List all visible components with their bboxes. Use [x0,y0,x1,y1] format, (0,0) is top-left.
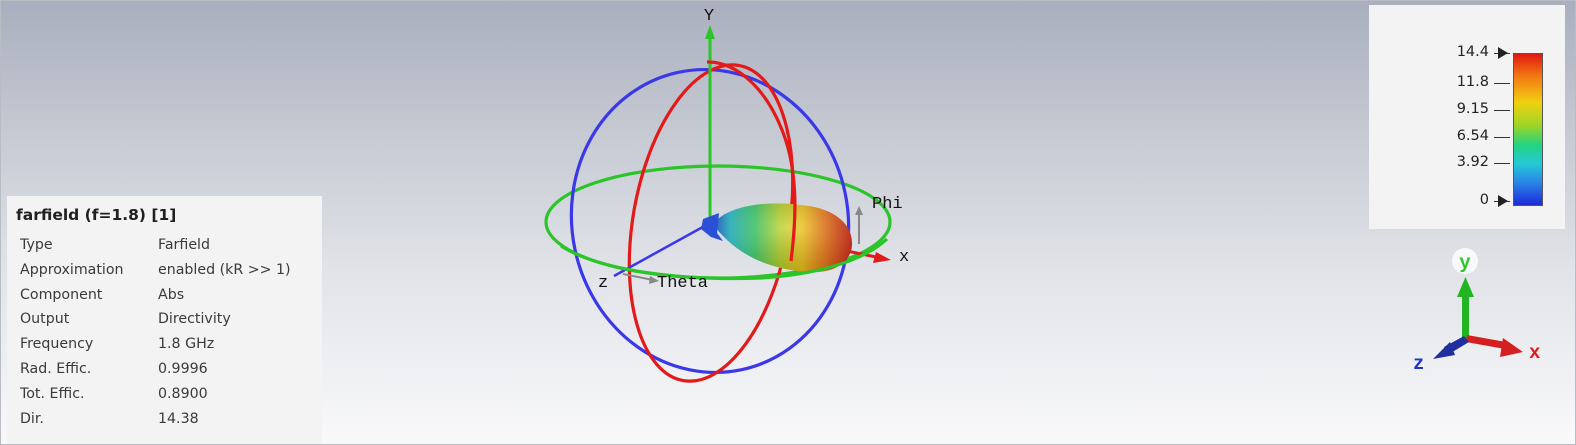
color-scale-bar[interactable] [1513,53,1543,206]
legend-tick-mark [1494,137,1510,138]
info-value: 0.9996 [158,360,208,377]
legend-tick-label: 14.4 [1456,44,1489,60]
legend-tick-mark [1494,163,1510,164]
info-row-dir: Dir. 14.38 [20,407,291,432]
info-key: Type [20,237,53,253]
info-key: Dir. [20,410,44,427]
theta-marker-line [622,273,654,281]
theta-ring-front [706,60,797,262]
triad-y-arrow [1457,277,1474,297]
legend-tick-label: 0 [1479,192,1489,208]
z-axis-line [613,221,711,278]
info-value: Abs [158,286,185,303]
legend-tick-label: 9.15 [1456,101,1489,117]
phi-ring-front [560,237,889,281]
legend-tick-label: 11.8 [1456,74,1489,90]
info-key: Approximation [20,261,124,278]
info-row-approximation: Approximation enabled (kR >> 1) [20,258,291,283]
triad-y-badge [1452,248,1478,274]
triad-z-arrow [1433,342,1455,359]
triad-x-label: x [1529,342,1540,364]
y-axis-arrow [705,25,715,39]
info-row-type: Type Farfield [20,233,291,258]
phi-marker-arrow [855,206,863,215]
x-axis-label: x [899,248,909,267]
legend-tick-mark [1494,83,1510,84]
info-value: 14.38 [158,410,199,427]
theta-label: Theta [657,274,708,293]
info-row-rad-effic: Rad. Effic. 0.9996 [20,357,291,382]
legend-max-marker-icon[interactable] [1498,47,1508,59]
triad-z-label: z [1413,353,1424,375]
info-row-component: Component Abs [20,283,291,308]
y-axis-label: Y [704,7,714,26]
sphere-ring-blue [569,67,851,375]
info-row-tot-effic: Tot. Effic. 0.8900 [20,382,291,407]
info-value: enabled (kR >> 1) [158,261,291,278]
info-row-output: Output Directivity [20,307,291,332]
legend-min-marker-icon[interactable] [1498,195,1508,207]
legend-tick-label: 6.54 [1456,128,1489,144]
info-key: Frequency [20,336,94,353]
info-value: Directivity [158,311,231,328]
farfield-info-panel: farfield (f=1.8) [1] Type Farfield Approx… [7,196,322,444]
info-value: 1.8 GHz [158,336,215,353]
info-key: Component [20,286,103,303]
x-axis-arrow [873,252,891,263]
info-key: Output [20,311,70,328]
orientation-triad[interactable]: y x z [1413,248,1540,375]
phi-label: Phi [872,195,903,214]
info-key: Rad. Effic. [20,360,92,377]
z-axis-label: z [598,274,608,293]
triad-y-label: y [1459,252,1471,274]
info-value: Farfield [158,237,210,253]
theta-marker-arrow [649,276,659,284]
triad-x-arrow [1500,338,1523,357]
info-key: Tot. Effic. [20,385,85,402]
triad-x-axis [1466,335,1506,349]
info-row-frequency: Frequency 1.8 GHz [20,332,291,357]
info-value: 0.8900 [158,385,208,402]
info-properties-table: Type Farfield Approximation enabled (kR >>… [20,233,291,431]
radiation-pattern-lobe[interactable] [701,203,853,273]
legend-tick-mark [1494,110,1510,111]
info-panel-title: farfield (f=1.8) [1] [16,206,177,224]
legend-tick-label: 3.92 [1456,154,1489,170]
triad-y-axis [1462,293,1469,339]
